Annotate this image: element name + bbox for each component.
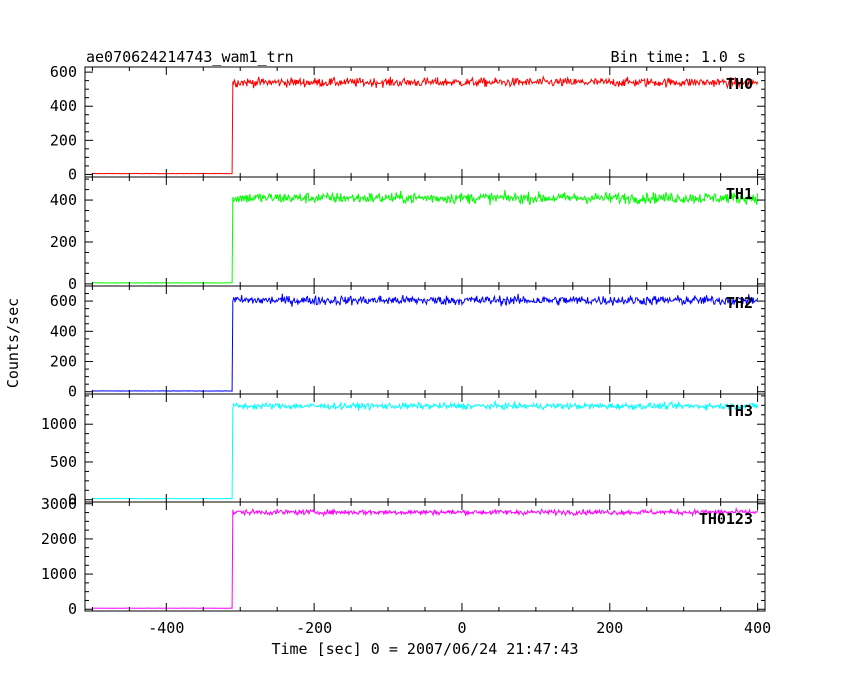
y-tick-label: 400 [50, 191, 77, 209]
y-axis-label: Counts/sec [4, 298, 22, 388]
panel-frame [84, 285, 766, 395]
y-tick-label: 200 [50, 233, 77, 251]
y-tick-label: 0 [68, 165, 77, 183]
panels-group: 0 200 400 600 TH0 0 200 400 TH1 0 200 400 600 TH2 0 500… [41, 63, 771, 637]
y-tick-label: 200 [50, 353, 77, 371]
y-tick-label: 0 [68, 383, 77, 401]
chart-subtitle: Bin time: 1.0 s [611, 48, 746, 66]
series-line-th0 [92, 75, 759, 175]
chart-title: ae070624214743_wam1_trn [86, 48, 294, 66]
y-tick-label: 1000 [41, 565, 77, 583]
panel-th0: 0 200 400 600 TH0 [50, 63, 766, 183]
y-tick-label: 600 [50, 292, 77, 310]
x-tick-label: 0 [457, 619, 466, 637]
x-tick-label: -400 [148, 619, 184, 637]
panel-th3: 0 500 1000 TH3 [41, 393, 766, 509]
y-tick-label: 600 [50, 63, 77, 81]
x-tick-label: -200 [296, 619, 332, 637]
y-tick-label: 0 [68, 600, 77, 618]
series-label-th0123: TH0123 [699, 510, 753, 528]
y-tick-label: 0 [68, 491, 77, 509]
panel-th1: 0 200 400 TH1 [50, 176, 766, 293]
panel-th0123: 0 1000 2000 3000 TH0123 [41, 495, 766, 618]
series-line-th1 [92, 189, 759, 284]
y-tick-label: 500 [50, 453, 77, 471]
panel-th2: 0 200 400 600 TH2 [50, 285, 766, 401]
series-line-th0123 [92, 507, 759, 609]
y-tick-label: 1000 [41, 415, 77, 433]
x-axis-label: Time [sec] 0 = 2007/06/24 21:47:43 [271, 640, 578, 658]
series-line-th2 [92, 293, 759, 392]
y-tick-label: 3000 [41, 495, 77, 513]
y-tick-label: 200 [50, 131, 77, 149]
series-label-th1: TH1 [726, 185, 753, 203]
x-tick-label: 200 [596, 619, 623, 637]
y-tick-label: 0 [68, 275, 77, 293]
y-tick-label: 400 [50, 322, 77, 340]
y-tick-label: 400 [50, 97, 77, 115]
series-line-th3 [92, 399, 759, 500]
series-label-th0: TH0 [726, 75, 753, 93]
panel-frame [84, 176, 766, 287]
series-label-th2: TH2 [726, 294, 753, 312]
y-tick-label: 2000 [41, 530, 77, 548]
series-label-th3: TH3 [726, 402, 753, 420]
panel-frame [84, 393, 766, 503]
x-tick-label: 400 [744, 619, 771, 637]
panel-frame [84, 501, 766, 612]
